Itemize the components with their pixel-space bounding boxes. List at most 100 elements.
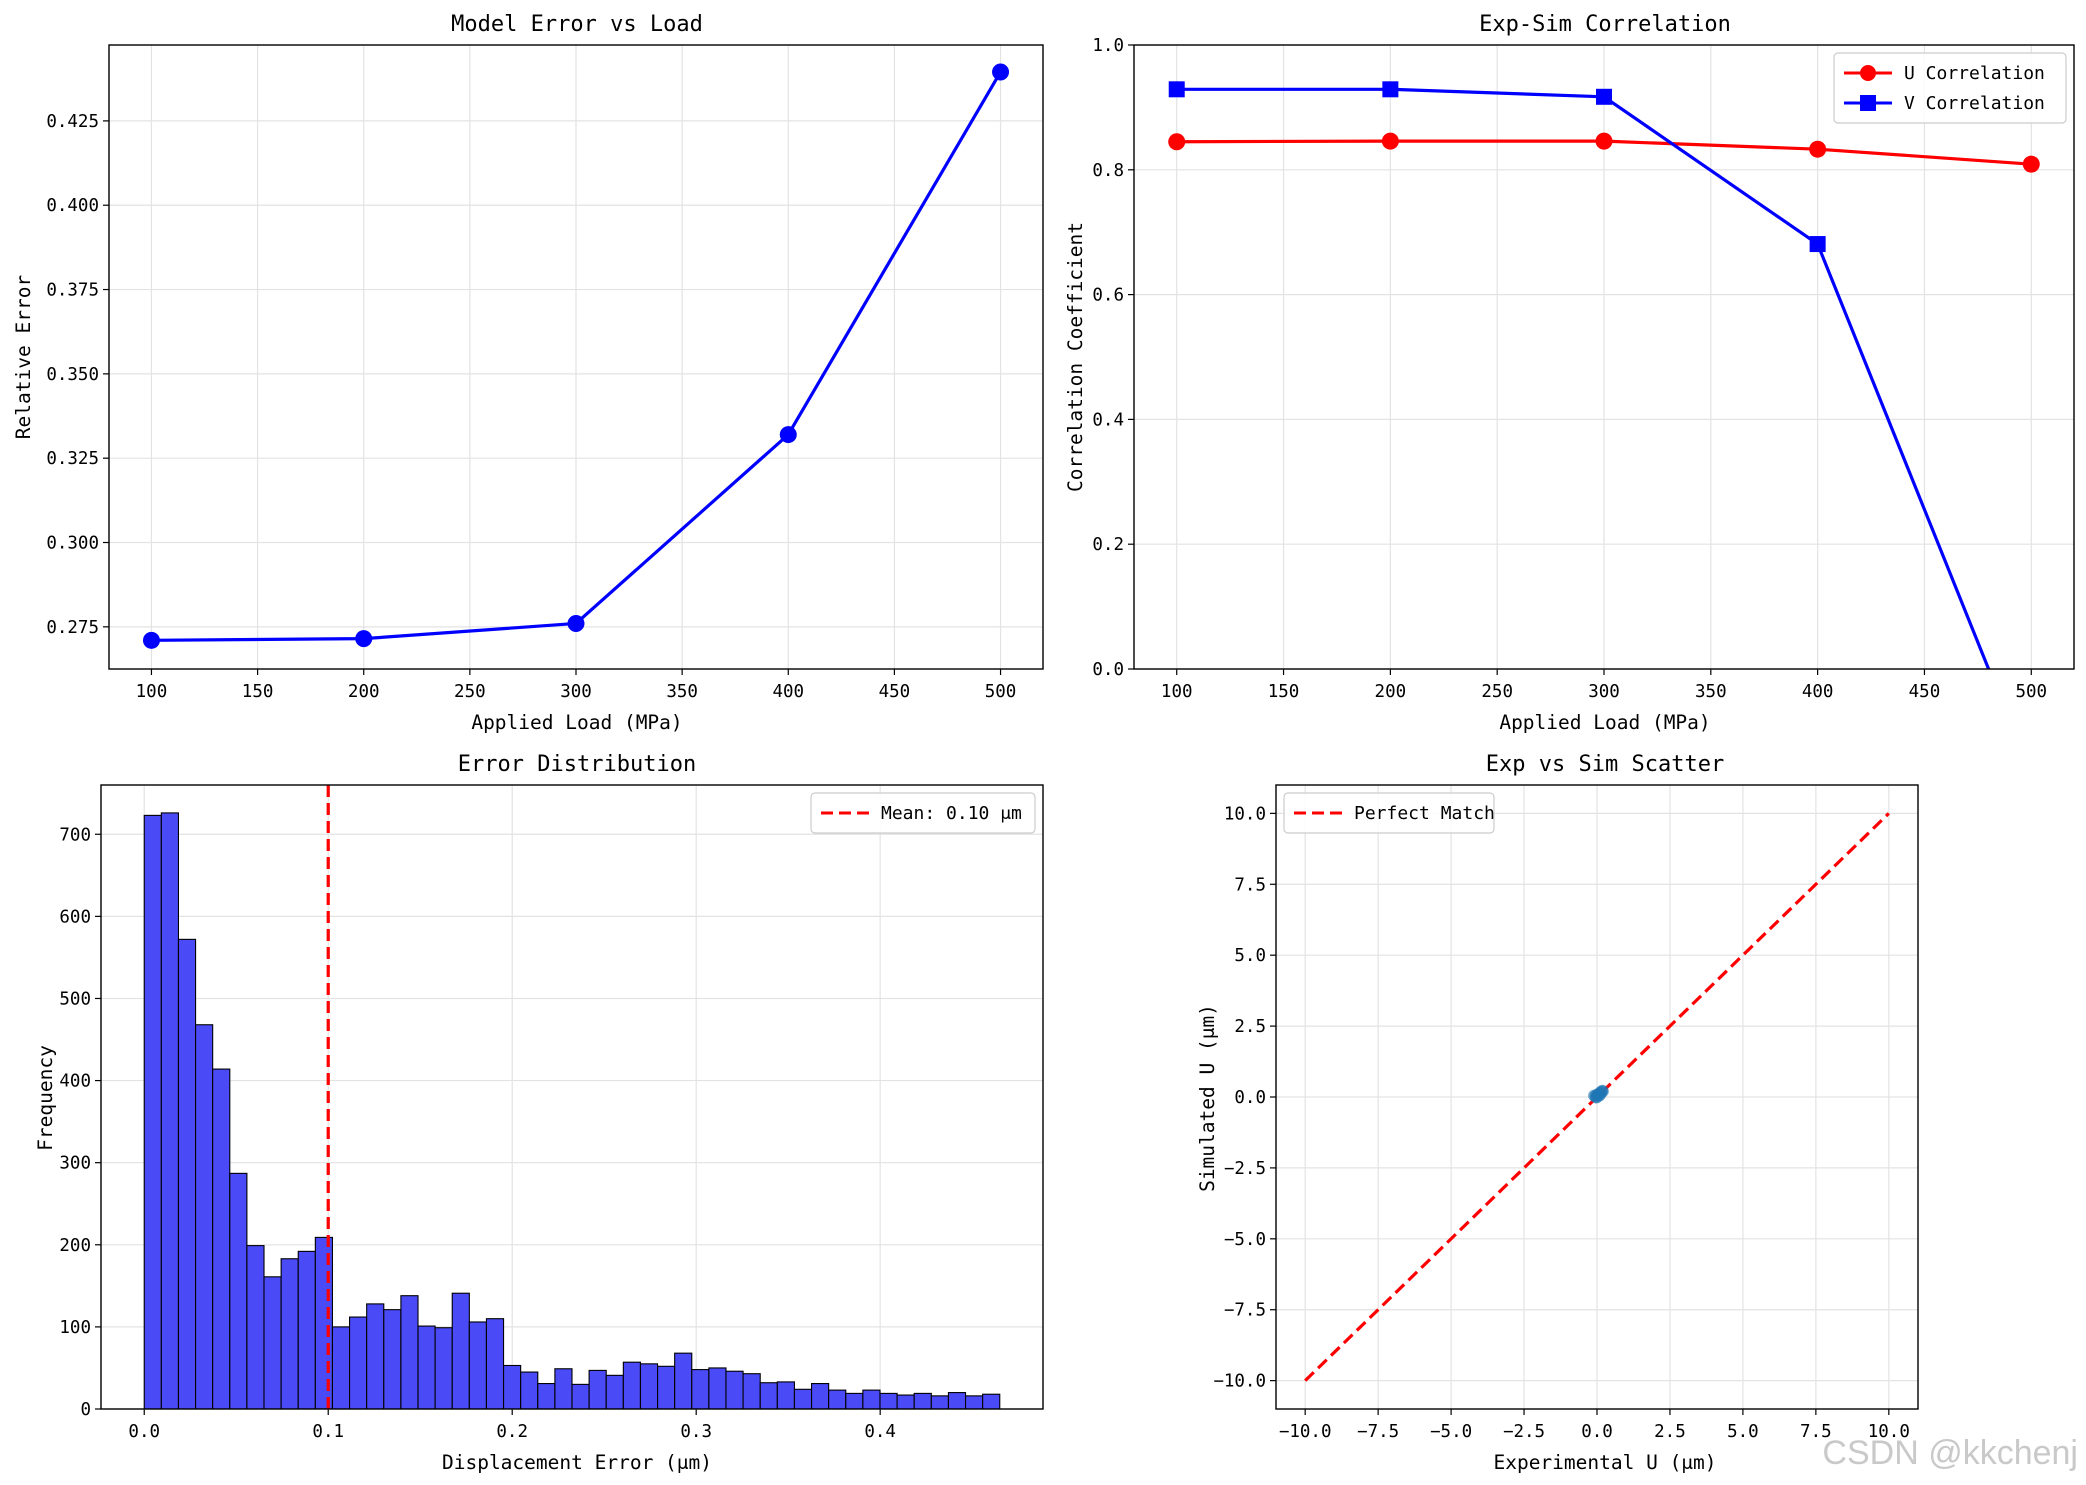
y-tick-label: 300: [59, 1154, 91, 1174]
histogram-bar: [280, 1258, 299, 1409]
histogram-bar: [776, 1381, 795, 1409]
x-tick-label: 400: [1802, 682, 1834, 702]
y-tick-label: 0.4: [1092, 410, 1124, 430]
y-tick-label: 7.5: [1234, 875, 1266, 895]
histogram-bar: [793, 1388, 813, 1409]
y-tick-label: 100: [59, 1318, 91, 1338]
axes-frame: [1133, 44, 2075, 670]
legend-box: [810, 792, 1036, 834]
histogram-bar: [930, 1395, 949, 1409]
y-tick-label: 2.5: [1234, 1017, 1266, 1037]
y-tick-label: 0.6: [1092, 286, 1124, 306]
histogram-bar: [434, 1327, 453, 1409]
histogram-bar: [297, 1250, 316, 1409]
y-tick-label: 10.0: [1224, 804, 1266, 824]
axes-2: 0.0 0.1 0.2 0.3 0.4 0 100 200 300 400 500 600 700 Mea…: [59, 784, 1044, 1442]
histogram-bar: [828, 1389, 847, 1409]
data-point: [2022, 155, 2040, 173]
x-tick-label: 450: [1909, 682, 1941, 702]
data-point: [1168, 81, 1185, 98]
x-tick-label: 500: [2015, 682, 2047, 702]
histogram-bar: [160, 812, 180, 1409]
histogram-bar: [537, 1382, 556, 1409]
histogram-bar: [520, 1371, 539, 1409]
y-tick-label: 5.0: [1234, 946, 1266, 966]
chart-title: Exp vs Sim Scatter: [1486, 752, 1724, 777]
x-tick-label: 350: [666, 682, 698, 702]
y-axis-label: Relative Error: [12, 275, 35, 439]
histogram-bar: [742, 1373, 761, 1409]
x-tick-label: 0.4: [864, 1422, 896, 1442]
y-axis-label: Correlation Coefficient: [1064, 222, 1087, 492]
histogram-bar: [845, 1392, 864, 1409]
x-axis-label: Experimental U (μm): [1493, 1451, 1716, 1474]
y-tick-label: −7.5: [1224, 1301, 1266, 1321]
data-point: [1382, 81, 1399, 98]
y-tick-label: 1.0: [1092, 36, 1124, 56]
x-tick-label: 0.1: [312, 1422, 344, 1442]
histogram-bar: [229, 1172, 248, 1409]
histogram-bar: [177, 938, 197, 1409]
histogram-bar: [964, 1395, 984, 1409]
x-tick-label: 200: [348, 682, 380, 702]
y-tick-label: 0.2: [1092, 535, 1124, 555]
data-point: [992, 63, 1010, 81]
legend-label: Perfect Match: [1354, 803, 1495, 824]
legend: Perfect Match: [1283, 792, 1495, 834]
y-tick-label: 700: [59, 825, 91, 845]
histogram-bar: [451, 1292, 470, 1409]
x-tick-label: 0.2: [496, 1422, 528, 1442]
plot-area: [142, 63, 1010, 649]
histogram-bar: [143, 814, 162, 1409]
x-tick-label: 200: [1375, 682, 1407, 702]
data-point: [567, 614, 585, 632]
axes-frame: [108, 44, 1044, 670]
axes-3: −10.0 −7.5 −5.0 −2.5 0.0 2.5 5.0 7.5 10.0 −10.0 −7…: [1213, 784, 1919, 1442]
x-tick-label: −7.5: [1357, 1422, 1399, 1442]
x-tick-label: 250: [1481, 682, 1513, 702]
histogram-bar: [657, 1365, 676, 1409]
x-tick-label: 0.0: [1581, 1422, 1613, 1442]
subplot-exp-vs-sim: Exp vs Sim Scatter Experimental U (μm) S…: [1196, 752, 1724, 1474]
x-tick-label: −5.0: [1430, 1422, 1472, 1442]
y-tick-label: −10.0: [1213, 1372, 1266, 1392]
x-tick-label: 350: [1695, 682, 1727, 702]
x-tick-label: 100: [1161, 682, 1193, 702]
histogram-bar: [725, 1370, 744, 1409]
x-tick-label: 250: [454, 682, 486, 702]
histogram-bar: [468, 1321, 487, 1409]
histogram-bar: [982, 1393, 1001, 1409]
x-tick-label: 300: [1588, 682, 1620, 702]
y-tick-label: 0.375: [46, 281, 99, 301]
data-point: [779, 426, 797, 444]
histogram-bar: [383, 1309, 402, 1409]
x-tick-label: 10.0: [1868, 1422, 1910, 1442]
histogram-bar: [810, 1382, 830, 1409]
axes-0: 100 150 200 250 300 350 400 450 500 0.275 0.300 0.3…: [46, 44, 1044, 702]
subplot-model-error: Model Error vs Load Applied Load (MPa) R…: [12, 12, 703, 734]
y-tick-label: 500: [59, 989, 91, 1009]
x-tick-label: −10.0: [1279, 1422, 1332, 1442]
histogram-bar: [759, 1382, 778, 1409]
histogram-bar: [314, 1236, 334, 1409]
legend-marker: [1860, 95, 1876, 111]
x-tick-label: 150: [242, 682, 274, 702]
histogram-bar: [366, 1303, 385, 1409]
legend-label: U Correlation: [1904, 63, 2045, 84]
data-point: [1168, 133, 1186, 151]
x-tick-label: 0.0: [128, 1422, 160, 1442]
y-tick-label: 0.425: [46, 112, 99, 132]
y-axis-label: Frequency: [34, 1045, 57, 1151]
y-tick-label: 600: [59, 907, 91, 927]
histogram-bar: [212, 1068, 231, 1409]
y-axis-label: Simulated U (μm): [1196, 1004, 1219, 1192]
x-tick-label: −2.5: [1503, 1422, 1545, 1442]
y-tick-label: 400: [59, 1072, 91, 1092]
scatter-point: [1596, 1084, 1609, 1097]
y-tick-label: 0.300: [46, 534, 99, 554]
x-tick-label: 2.5: [1654, 1422, 1686, 1442]
plot-area: [1304, 812, 1890, 1382]
legend: Mean: 0.10 μm: [810, 792, 1036, 834]
histogram-bar: [400, 1295, 419, 1409]
